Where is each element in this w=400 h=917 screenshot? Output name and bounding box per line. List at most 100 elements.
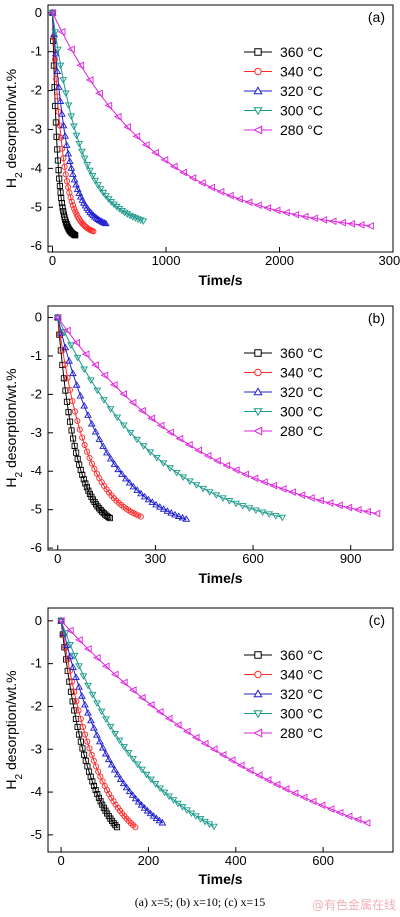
data-point bbox=[54, 157, 61, 164]
data-point bbox=[306, 494, 315, 502]
y-tick-label: 0 bbox=[35, 613, 42, 628]
data-point bbox=[93, 501, 100, 508]
data-point bbox=[69, 230, 76, 237]
data-point bbox=[216, 187, 225, 196]
data-point bbox=[213, 456, 221, 465]
legend-label: 280 °C bbox=[280, 725, 323, 741]
data-point bbox=[137, 801, 146, 808]
plot-frame bbox=[47, 4, 394, 253]
data-point bbox=[174, 512, 183, 519]
x-axis-title: Time/s bbox=[198, 570, 242, 586]
x-tick-label: 0 bbox=[54, 551, 61, 566]
data-point bbox=[60, 155, 67, 162]
legend-label: 300 °C bbox=[280, 103, 323, 119]
series-320C bbox=[57, 616, 167, 826]
data-point bbox=[160, 789, 169, 797]
data-point bbox=[80, 476, 87, 483]
x-tick-label: 0 bbox=[57, 853, 64, 868]
plot-frame bbox=[47, 607, 394, 853]
data-point bbox=[87, 716, 95, 724]
legend-marker bbox=[253, 125, 263, 135]
data-point bbox=[134, 798, 143, 805]
data-point bbox=[94, 215, 102, 222]
data-point bbox=[72, 715, 79, 722]
data-point bbox=[129, 482, 138, 490]
y-tick-label: -2 bbox=[30, 83, 42, 98]
x-tick-label: 2000 bbox=[265, 253, 294, 268]
data-point bbox=[56, 97, 65, 104]
data-point bbox=[137, 693, 146, 702]
data-point bbox=[53, 75, 60, 83]
series-line bbox=[57, 317, 142, 518]
data-point bbox=[72, 673, 80, 680]
data-point bbox=[366, 222, 374, 230]
data-point bbox=[139, 443, 148, 450]
data-point bbox=[61, 90, 70, 97]
data-point bbox=[128, 214, 137, 221]
data-point bbox=[84, 709, 92, 716]
data-point bbox=[79, 723, 86, 731]
data-point bbox=[140, 804, 149, 811]
data-point bbox=[88, 691, 97, 699]
data-point bbox=[97, 507, 104, 514]
data-point bbox=[344, 812, 353, 821]
data-point bbox=[71, 408, 78, 415]
y-tick-label: -1 bbox=[30, 44, 42, 59]
data-point bbox=[141, 141, 150, 149]
data-point bbox=[102, 511, 109, 518]
data-point bbox=[75, 683, 83, 690]
data-point bbox=[151, 781, 160, 788]
data-point bbox=[362, 819, 371, 827]
data-point bbox=[119, 678, 128, 687]
data-point bbox=[123, 123, 131, 131]
data-point bbox=[113, 824, 121, 831]
data-point bbox=[61, 343, 70, 351]
data-point bbox=[271, 513, 280, 520]
data-point bbox=[82, 480, 89, 487]
data-point bbox=[62, 387, 69, 394]
series-line bbox=[57, 317, 187, 520]
data-point bbox=[225, 498, 234, 505]
legend-marker bbox=[253, 107, 263, 116]
data-point bbox=[110, 765, 119, 773]
data-point bbox=[156, 421, 165, 430]
data-point bbox=[179, 168, 187, 177]
data-point bbox=[356, 221, 365, 229]
data-point bbox=[325, 499, 334, 507]
data-point bbox=[107, 815, 114, 822]
data-point bbox=[100, 397, 108, 404]
figure-canvas: 0-1-2-3-4-5-60100020003000Time/sH2 desor… bbox=[3, 4, 400, 887]
watermark: @有色金属在线 bbox=[311, 898, 396, 912]
data-point bbox=[61, 163, 68, 170]
series-280C bbox=[56, 617, 371, 827]
data-point bbox=[236, 761, 245, 770]
data-point bbox=[169, 797, 178, 804]
data-point bbox=[79, 745, 86, 752]
data-point bbox=[155, 707, 164, 716]
data-point bbox=[76, 391, 85, 399]
data-point bbox=[226, 191, 234, 200]
data-point bbox=[100, 510, 107, 517]
data-point bbox=[199, 485, 207, 493]
data-point bbox=[86, 167, 94, 175]
panel-label: (c) bbox=[369, 612, 385, 628]
data-point bbox=[129, 755, 137, 763]
data-point bbox=[222, 461, 231, 470]
data-point bbox=[281, 785, 290, 793]
data-point bbox=[128, 398, 137, 407]
data-point bbox=[92, 787, 99, 794]
data-point bbox=[185, 478, 194, 485]
data-point bbox=[146, 700, 155, 709]
data-point bbox=[79, 471, 86, 478]
data-point bbox=[65, 626, 74, 635]
data-point bbox=[101, 749, 110, 757]
chart-panel-3: 0 -1 -2 -3 -4 -5 0 200 400 600 Time/s H2 desorption… bbox=[3, 607, 394, 887]
data-point bbox=[140, 492, 149, 500]
data-point bbox=[91, 177, 100, 185]
legend-label: 280 °C bbox=[280, 423, 323, 439]
data-point bbox=[159, 505, 168, 512]
data-point bbox=[113, 770, 122, 778]
x-tick-label: 0 bbox=[49, 253, 56, 268]
data-point bbox=[90, 228, 97, 235]
data-point bbox=[89, 778, 96, 785]
